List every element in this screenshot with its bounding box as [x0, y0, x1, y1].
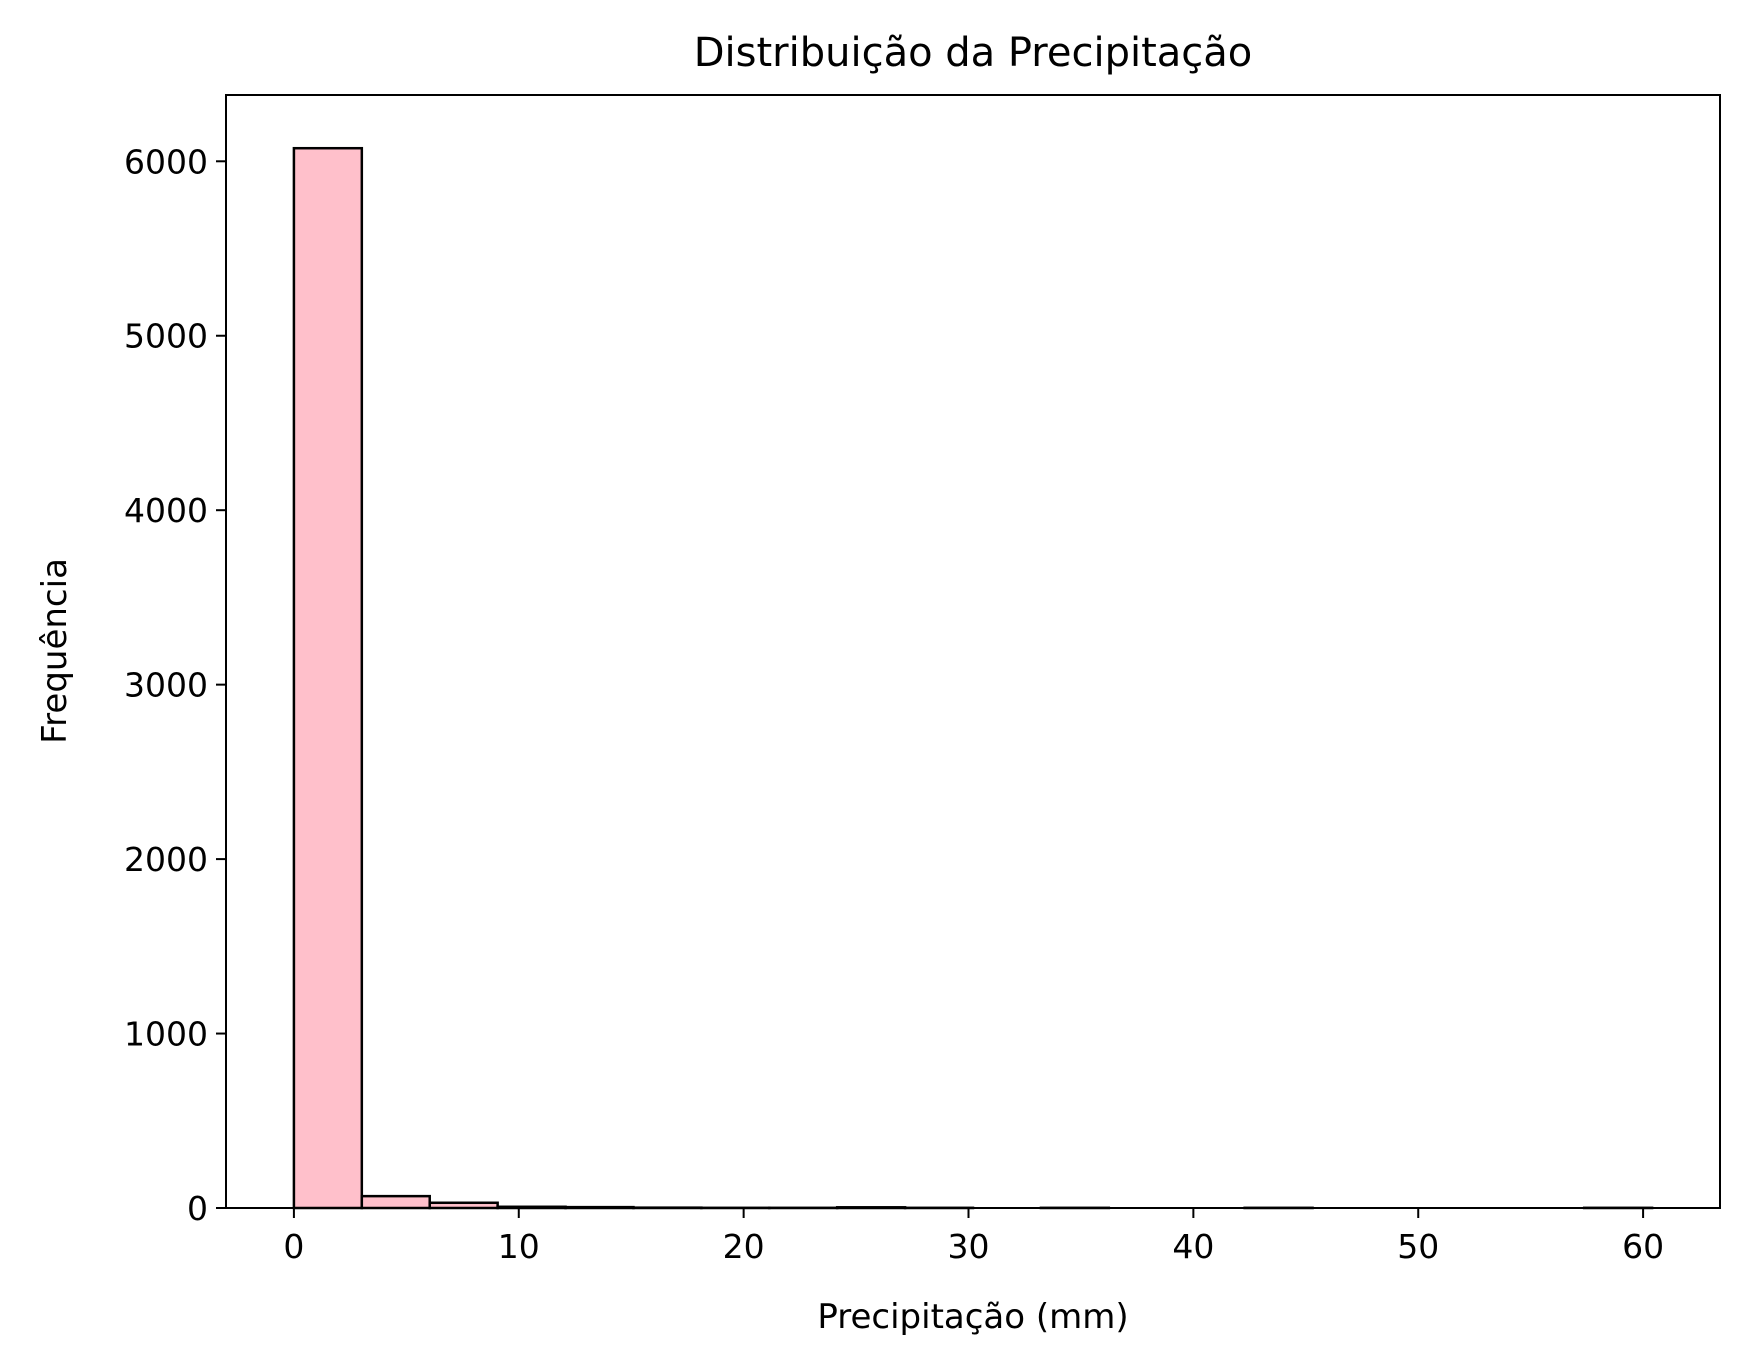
x-axis-ticks: 0 10 20 30 40 50 60 [283, 1208, 1664, 1266]
x-tick-label-5: 50 [1397, 1227, 1439, 1266]
x-tick-label-6: 60 [1622, 1227, 1664, 1266]
x-tick-label-4: 40 [1172, 1227, 1214, 1266]
x-tick-label-3: 30 [948, 1227, 990, 1266]
y-axis-ticks: 0 1000 2000 3000 4000 5000 6000 [124, 142, 226, 1228]
histogram-bar-3 [496, 1205, 567, 1210]
histogram-bar-0 [292, 146, 364, 1210]
y-tick-label-0: 0 [187, 1189, 208, 1228]
y-tick-label-3: 3000 [124, 666, 208, 705]
y-tick-label-4: 4000 [124, 491, 208, 530]
histogram-bar-1 [360, 1194, 431, 1210]
y-tick-label-1: 1000 [124, 1015, 208, 1054]
y-tick-label-2: 2000 [124, 840, 208, 879]
histogram-bars [292, 146, 1654, 1210]
histogram-bar-2 [428, 1201, 499, 1210]
x-tick-label-1: 10 [498, 1227, 540, 1266]
plot-area [225, 94, 1721, 1209]
x-axis-label: Precipitação (mm) [817, 1297, 1128, 1337]
y-axis-label: Frequência [35, 558, 75, 744]
x-tick-label-0: 0 [283, 1227, 304, 1266]
y-tick-label-5: 5000 [124, 317, 208, 356]
y-tick-label-6: 6000 [124, 142, 208, 181]
chart-title: Distribuição da Precipitação [694, 30, 1253, 76]
histogram-bar-4 [564, 1205, 635, 1210]
x-tick-label-2: 20 [723, 1227, 765, 1266]
histogram-bar-8 [835, 1206, 907, 1210]
